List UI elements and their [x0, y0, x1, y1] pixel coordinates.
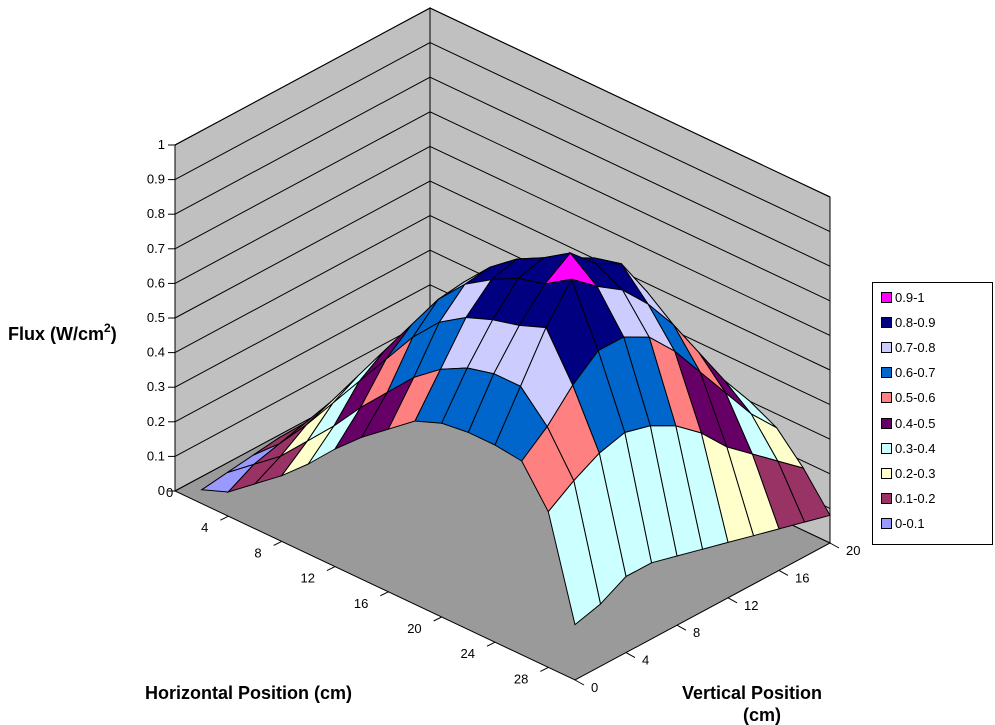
- z-tick-label: 0.6: [147, 275, 165, 290]
- y-tick-mark: [829, 542, 840, 549]
- z-tick-label: 0.4: [147, 345, 165, 360]
- z-tick-label: 0.3: [147, 379, 165, 394]
- legend-label: 0.5-0.6: [895, 390, 936, 406]
- gridline: [174, 111, 831, 302]
- z-tick-label: 0.2: [147, 414, 165, 429]
- gridline: [174, 42, 831, 233]
- z-tick-label: 0.7: [147, 241, 165, 256]
- x-tick-label: 24: [461, 646, 475, 661]
- x-tick-label: 16: [354, 596, 368, 611]
- x-tick-mark: [433, 616, 442, 622]
- x-tick-mark: [273, 540, 282, 546]
- x-tick-mark: [380, 591, 389, 597]
- legend-label: 0.7-0.8: [895, 339, 936, 355]
- legend-swatch: [881, 417, 892, 429]
- z-tick-label: 0: [158, 483, 165, 498]
- y-tick-mark: [778, 569, 789, 576]
- legend: 0.9-1 0.8-0.9 0.7-0.8 0.6-0.7 0.5-0.6 0.4-0.5…: [872, 282, 993, 545]
- legend-label: 0.3-0.4: [895, 440, 936, 456]
- gridlines: [174, 7, 831, 509]
- legend-item: 0.5-0.6: [881, 390, 936, 406]
- legend-swatch: [881, 518, 892, 530]
- x-axis-title: Horizontal Position (cm): [145, 683, 352, 703]
- y-tick-mark: [676, 624, 687, 631]
- z-axis-title-close: ): [111, 324, 117, 344]
- z-axis-title-superscript: 2: [104, 321, 111, 335]
- z-tick-label: 0.8: [147, 206, 165, 221]
- corner-label: 0: [166, 485, 173, 500]
- gridline: [174, 76, 831, 267]
- legend-label: 0.9-1: [895, 289, 925, 305]
- gridline: [174, 215, 831, 406]
- legend-item: 0.7-0.8: [881, 339, 936, 355]
- legend-item: 0.1-0.2: [881, 491, 936, 507]
- y-axis-title-line1: Vertical Position: [682, 683, 822, 703]
- legend-item: 0.2-0.3: [881, 465, 936, 481]
- x-tick-mark: [486, 641, 496, 647]
- gridline: [174, 145, 831, 336]
- x-tick-label: 12: [301, 571, 315, 586]
- legend-item: 0.8-0.9: [881, 314, 936, 330]
- y-tick-label: 0: [591, 680, 598, 695]
- z-tick-label: 0.5: [147, 310, 165, 325]
- z-tick-label: 1: [158, 137, 165, 152]
- legend-swatch: [881, 367, 892, 379]
- legend-item: 0.6-0.7: [881, 365, 936, 381]
- legend-label: 0.8-0.9: [895, 314, 936, 330]
- legend-swatch: [881, 316, 892, 328]
- legend-swatch: [881, 467, 892, 479]
- legend-label: 0.2-0.3: [895, 465, 936, 481]
- z-tick-label: 0.1: [147, 448, 165, 463]
- axes: 0 0.1 0.2 0.3 0.4 0.5 0.6 0.7 0.8 0.9 1 0 4 8 12 16 20 24…: [147, 137, 861, 695]
- legend-label: 0.4-0.5: [895, 415, 936, 431]
- y-tick-mark: [727, 597, 738, 604]
- x-tick-mark: [540, 666, 549, 672]
- legend-label: 0.1-0.2: [895, 491, 936, 507]
- legend-label: 0.6-0.7: [895, 365, 936, 381]
- y-axis-title-line2: (cm): [743, 705, 781, 725]
- legend-label: 0-0.1: [895, 516, 925, 532]
- x-tick-label: 8: [254, 545, 261, 560]
- z-tick-label: 0.9: [147, 172, 165, 187]
- x-tick-label: 20: [407, 621, 421, 636]
- legend-swatch: [881, 341, 892, 353]
- y-tick-label: 16: [795, 570, 809, 585]
- legend-swatch: [881, 392, 892, 404]
- y-tick-mark: [625, 652, 636, 659]
- y-tick-label: 4: [642, 653, 649, 668]
- gridline: [174, 7, 831, 198]
- z-axis-title-main: Flux (W/cm: [8, 324, 104, 344]
- x-tick-mark: [220, 515, 229, 521]
- legend-swatch: [881, 493, 892, 505]
- legend-swatch: [881, 442, 892, 454]
- x-tick-label: 4: [201, 520, 208, 535]
- legend-item: 0.4-0.5: [881, 415, 936, 431]
- z-axis-title: Flux (W/cm2): [8, 321, 117, 344]
- y-tick-mark: [574, 679, 585, 686]
- gridline: [174, 180, 831, 371]
- surface-patch: [547, 479, 602, 626]
- legend-swatch: [881, 291, 892, 303]
- x-tick-label: 28: [514, 671, 528, 686]
- surface-mesh: [200, 251, 831, 626]
- legend-item: 0-0.1: [881, 516, 925, 532]
- legend-item: 0.9-1: [881, 289, 925, 305]
- y-tick-label: 12: [744, 598, 758, 613]
- y-tick-label: 8: [693, 625, 700, 640]
- y-tick-label: 20: [846, 543, 860, 558]
- legend-item: 0.3-0.4: [881, 440, 936, 456]
- x-tick-mark: [326, 566, 336, 572]
